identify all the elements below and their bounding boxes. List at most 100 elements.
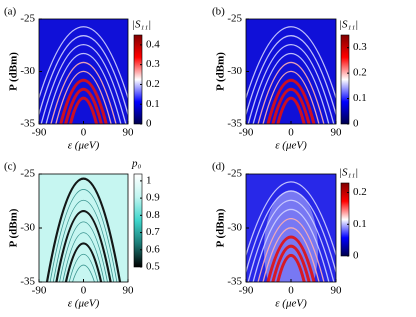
colorbar-tick-label: 0.9 [146,192,160,204]
colorbar-tick-label: 0.5 [146,261,160,273]
y-tick-label: -25 [20,13,35,25]
map-fringe [262,227,320,282]
x-tick-label: -90 [32,285,47,297]
map-fringe [252,52,330,124]
x-tick-label: 90 [123,285,135,297]
colorbar-tick-label: 0.2 [353,186,367,198]
colorbar [133,173,143,268]
colorbar-label: |S₁₁| [339,167,358,179]
colorbar-tick-label: 0.8 [146,209,160,221]
y-axis-label: P (dBm) [215,52,227,91]
colorbar-tick-label: 0.1 [353,92,367,104]
map-fringe [246,181,336,258]
colorbar-tick-label: 0.4 [146,38,160,50]
x-axis-label: ε (μeV) [68,298,100,310]
colorbar [340,182,350,257]
panel-label: (b) [212,6,225,18]
x-tick-label: -90 [239,127,254,139]
x-axis-label: ε (μeV) [68,140,100,152]
map-fringe [246,35,336,117]
x-tick-label: 90 [123,127,135,139]
colorbar [133,34,143,125]
y-tick-label: -25 [227,13,242,25]
x-tick-label: -90 [239,285,254,297]
colorbar-label: |S₁₁| [339,19,358,31]
map-fringe [276,96,306,124]
x-tick-label: 0 [81,127,87,139]
map-fringe [246,190,336,275]
map-fringe [68,254,99,282]
colorbar-tick-label: 0.3 [146,58,160,70]
colorbar-tick-label: 0.6 [146,243,160,255]
y-tick-label: -35 [227,118,242,130]
y-tick-label: -25 [20,168,35,180]
map-fringe [45,177,122,282]
map-fringe [49,189,118,282]
heatmap [246,174,336,282]
map-fringe [271,87,311,124]
x-tick-label: 90 [331,285,343,297]
map-fringe [45,52,122,124]
map-fringe [68,96,99,124]
map-fringe [40,44,127,124]
y-tick-label: -30 [227,65,242,77]
map-fringe [39,35,128,117]
panel-label: (c) [4,161,17,173]
map-fringe [39,26,128,101]
map-background [39,174,128,282]
y-tick-label: -30 [20,222,35,234]
heatmap [39,19,128,124]
map-fringe [64,242,103,282]
map-fringe [257,62,325,124]
colorbar-tick-label: 0 [353,118,359,130]
colorbar-tick-label: 0.1 [146,98,160,110]
colorbar [340,34,350,125]
y-tick-label: -35 [20,276,35,288]
colorbar-label: p₀ [131,158,142,170]
map-fringe [266,79,316,124]
map-fringe [59,221,108,282]
heatmap [246,19,336,124]
map-fringe [59,79,108,124]
map-fringe [246,26,336,101]
colorbar-tick-label: 0.3 [353,41,367,53]
colorbar-tick-label: 0.2 [353,67,367,79]
y-tick-label: -30 [227,222,242,234]
map-fringe [257,218,325,282]
x-tick-label: 90 [331,127,343,139]
heatmap [39,174,128,282]
map-fringe [62,232,105,282]
map-fringe [52,199,115,282]
map-fringe [50,62,117,124]
x-tick-label: -90 [32,127,47,139]
x-tick-label: 0 [288,127,294,139]
y-tick-label: -30 [20,65,35,77]
y-tick-label: -35 [227,276,242,288]
y-tick-label: -25 [227,168,242,180]
x-tick-label: 0 [288,285,294,297]
map-fringe [64,87,103,124]
panel-label: (d) [212,161,225,173]
y-axis-label: P (dBm) [8,208,20,247]
map-fringe [252,208,330,282]
colorbar-tick-label: 0.7 [146,226,160,238]
x-axis-label: ε (μeV) [275,298,307,310]
y-axis-label: P (dBm) [215,208,227,247]
colorbar-label: |S₁₁| [132,19,151,31]
map-fringe [276,253,306,282]
colorbar-tick-label: 0 [146,118,152,130]
map-fringe [262,70,320,124]
y-axis-label: P (dBm) [8,52,20,91]
x-tick-label: 0 [81,285,87,297]
map-fringe [271,244,311,282]
colorbar-tick-label: 0.2 [146,78,160,90]
map-fringe [72,264,95,282]
x-axis-label: ε (μeV) [275,140,307,152]
map-fringe [247,199,335,282]
colorbar-tick-label: 0.1 [353,218,367,230]
map-fringe [266,235,316,282]
colorbar-tick-label: 1 [146,174,152,186]
y-tick-label: -35 [20,118,35,130]
map-fringe [55,210,112,282]
